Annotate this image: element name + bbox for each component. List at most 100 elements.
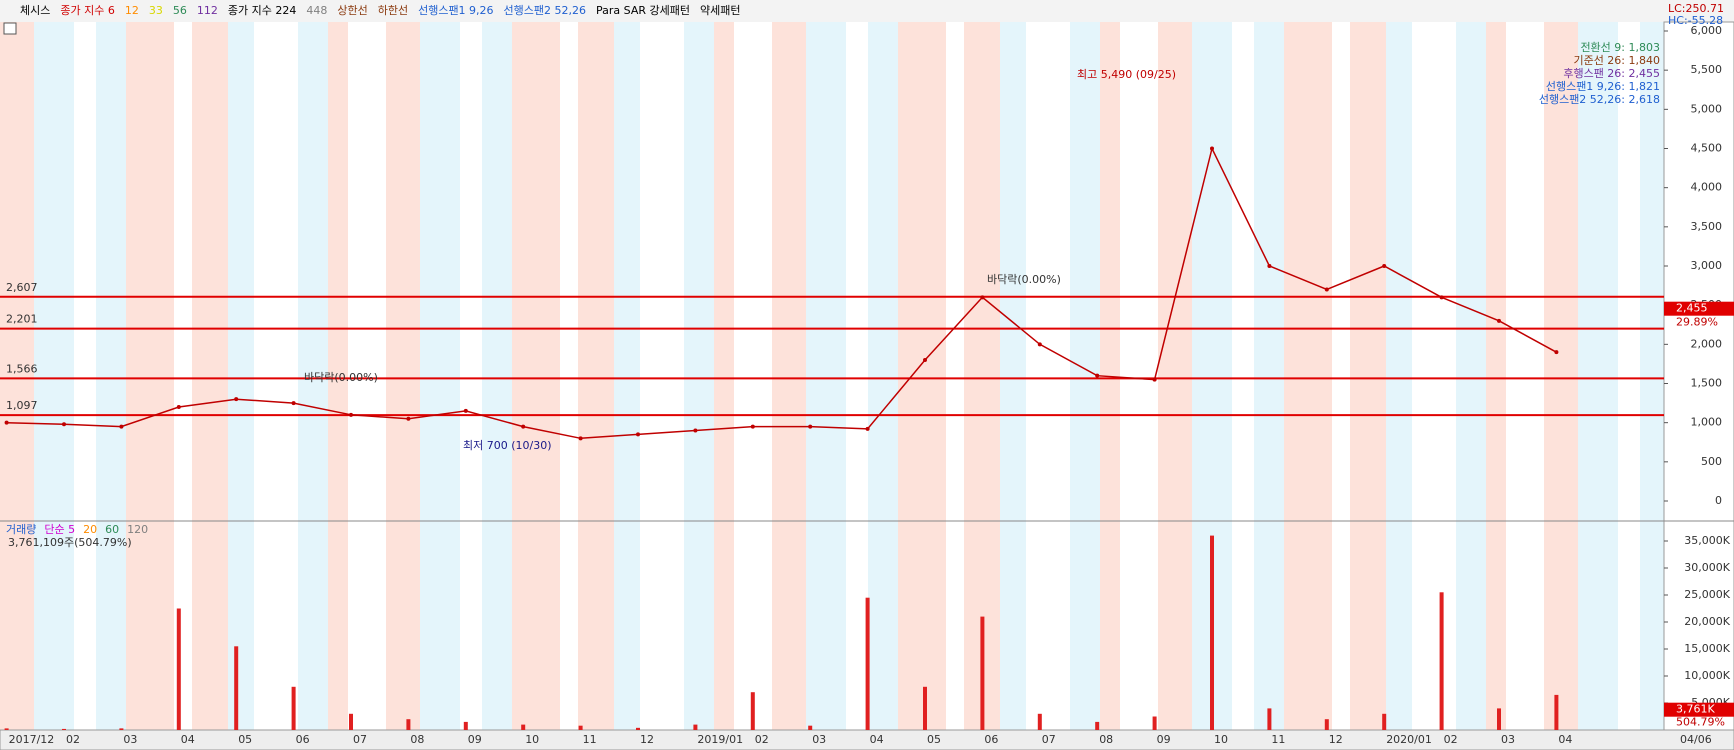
stripe [1544,22,1578,730]
price-point [1095,373,1100,378]
price-point [463,408,468,413]
x-tick-label: 2017/12 [9,733,55,746]
background-stripes [0,22,1664,730]
y-tick-label: 35,000K [1684,534,1730,547]
x-tick-label: 2019/01 [697,733,743,746]
y-tick-label: 1,000 [1691,416,1723,429]
stripe [482,22,512,730]
stripe [1332,22,1350,730]
volume-bar [1152,716,1157,730]
stripe [898,22,946,730]
y-tick-label: 5,000 [1691,102,1723,115]
volume-legend: 60 [105,523,119,536]
table-icon[interactable] [3,22,17,35]
price-point [176,405,181,409]
stripe [714,22,734,730]
stripe [1284,22,1332,730]
volume-bar [750,692,755,730]
legend-entry: 하한선 [378,3,408,17]
y-tick-label: 3,500 [1691,220,1723,233]
volume-bar [119,728,124,730]
volume-bar [693,724,698,730]
volume-bar [980,616,985,730]
stripe [614,22,640,730]
last-date: 04/06 [1680,733,1712,746]
x-tick-label: 03 [1501,733,1515,746]
legend-entry: 선행스팬2 52,26 [504,4,586,17]
price-point [578,436,583,441]
stripe [846,22,868,730]
stripe [1000,22,1026,730]
stripe [1350,22,1386,730]
price-point [1037,342,1042,347]
volume-bar [463,721,468,730]
volume-bar [1497,708,1501,730]
stripe [1412,22,1456,730]
stripe [96,22,126,730]
x-tick-label: 08 [1099,733,1113,746]
legend-entry: Para SAR 강세패턴 [596,4,690,17]
volume-bar [176,608,181,730]
price-point [636,432,640,437]
legend-entry: 33 [149,4,163,17]
axis-panel [1663,21,1734,731]
legend-entry: 체시스 [20,4,50,17]
price-point [1554,350,1559,355]
support-label: 2,201 [6,313,38,326]
stripe [328,22,348,730]
legend-entry: 12 [125,4,139,17]
stripe [386,22,420,730]
y-tick-label: 30,000K [1684,561,1730,574]
support-label: 1,566 [6,362,38,375]
volume-bar [1439,592,1444,730]
x-tick-label: 06 [296,733,310,746]
price-point [1210,146,1214,151]
stripe [298,22,328,730]
volume-bar [1095,721,1100,730]
x-tick-label: 11 [1271,733,1285,746]
indicator-value: 후행스팬 26: 2,455 [1563,67,1660,80]
stripe [460,22,482,730]
volume-bar [578,725,583,730]
price-line [6,146,1557,440]
y-tick-label: 500 [1701,455,1722,468]
x-tick-label: 10 [1214,733,1228,746]
legend-entry: 56 [173,4,187,17]
stripe [806,22,846,730]
volume-bar [1210,535,1214,730]
low-annotation: 최저 700 (10/30) [463,439,552,452]
price-point [119,424,124,429]
volume-bar [865,597,870,730]
y-tick-label: 4,500 [1691,142,1723,155]
stripe [512,22,560,730]
last-price-tag [1664,301,1734,316]
stripe [1070,22,1100,730]
legend-bar [0,0,1734,22]
last-change: 29.89% [1676,316,1718,329]
price-point [234,397,239,402]
y-tick-label: 5,500 [1691,63,1723,76]
price-point [1497,318,1501,323]
volume-bar [1324,719,1329,730]
volume-legend: 120 [127,523,148,536]
x-tick-label: 04 [181,733,195,746]
stripe [1456,22,1486,730]
stripe [0,22,34,730]
stripe [174,22,192,730]
x-tick-label: 09 [468,733,482,746]
stripe [1026,22,1070,730]
stripe [254,22,298,730]
price-point [1382,264,1387,268]
stripe [126,22,174,730]
floor-annotation: 바닥락(0.00%) [987,273,1061,286]
price-point [865,426,870,431]
volume-bar [291,686,296,730]
x-tick-label: 11 [583,733,597,746]
corner-lc: LC:250.71 [1668,2,1724,15]
x-tick-label: 12 [1329,733,1343,746]
volume-legend: 단순 5 [44,523,75,536]
legend-entry: 선행스팬1 9,26 [418,4,493,17]
stripe [1640,22,1664,730]
volume-change: 504.79% [1676,716,1725,729]
price-point [693,428,698,433]
